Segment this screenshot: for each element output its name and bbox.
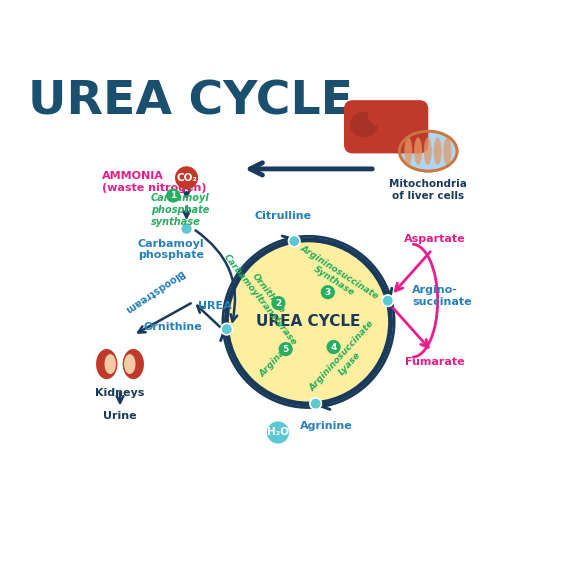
- Ellipse shape: [104, 354, 116, 374]
- Circle shape: [226, 240, 391, 404]
- Ellipse shape: [424, 138, 432, 165]
- Ellipse shape: [369, 104, 408, 128]
- Circle shape: [289, 236, 300, 247]
- Ellipse shape: [444, 138, 452, 165]
- Text: UREA CYCLE: UREA CYCLE: [256, 314, 361, 329]
- Text: H₂O: H₂O: [267, 427, 289, 438]
- Circle shape: [166, 188, 180, 203]
- Text: AMMONIA
(waste nitrogen): AMMONIA (waste nitrogen): [103, 172, 207, 193]
- Text: 5: 5: [283, 344, 289, 354]
- Circle shape: [221, 323, 233, 335]
- Ellipse shape: [393, 109, 424, 131]
- Text: Argininosuccinate
Lyase: Argininosuccinate Lyase: [308, 319, 384, 400]
- Text: Citrulline: Citrulline: [255, 211, 312, 221]
- Text: Ornithine
Carbamoyltransferase: Ornithine Carbamoyltransferase: [222, 246, 307, 347]
- Text: 2: 2: [275, 298, 282, 308]
- Text: Kidneys: Kidneys: [95, 388, 145, 397]
- Circle shape: [271, 296, 286, 310]
- Circle shape: [327, 340, 340, 354]
- Circle shape: [267, 422, 289, 444]
- Circle shape: [310, 398, 321, 410]
- Circle shape: [321, 285, 335, 300]
- Text: Aspartate: Aspartate: [404, 234, 465, 244]
- Text: UREA: UREA: [198, 301, 232, 311]
- Ellipse shape: [434, 138, 442, 165]
- Ellipse shape: [399, 131, 457, 171]
- FancyBboxPatch shape: [344, 100, 429, 153]
- Text: 4: 4: [331, 343, 337, 351]
- Text: Bloodstream: Bloodstream: [123, 267, 186, 314]
- Text: Arginase: Arginase: [259, 340, 296, 379]
- Text: CO₂: CO₂: [176, 173, 197, 183]
- Circle shape: [382, 295, 393, 306]
- Text: UREA CYCLE: UREA CYCLE: [28, 80, 354, 125]
- Text: 3: 3: [325, 287, 331, 297]
- Ellipse shape: [96, 349, 118, 379]
- Text: Carbamoyl
phosphate
synthase: Carbamoyl phosphate synthase: [151, 194, 210, 226]
- Text: Fumarate: Fumarate: [404, 357, 464, 367]
- Text: Argino-
succinate: Argino- succinate: [412, 286, 472, 307]
- Circle shape: [279, 342, 293, 356]
- Text: Argininosuccinate
Synthase: Argininosuccinate Synthase: [293, 244, 380, 310]
- Circle shape: [181, 223, 192, 234]
- Ellipse shape: [123, 349, 144, 379]
- Text: Mitochondria
of liver cells: Mitochondria of liver cells: [389, 179, 467, 200]
- Text: 1: 1: [170, 191, 176, 200]
- Text: Urine: Urine: [103, 411, 137, 420]
- Ellipse shape: [351, 112, 377, 137]
- Circle shape: [175, 166, 198, 190]
- Ellipse shape: [414, 138, 422, 165]
- Ellipse shape: [124, 354, 135, 374]
- Text: Carbamoyl
phosphate: Carbamoyl phosphate: [138, 238, 204, 260]
- Text: Agrinine: Agrinine: [300, 422, 353, 431]
- Text: Ornithine: Ornithine: [143, 322, 202, 332]
- Ellipse shape: [404, 138, 412, 165]
